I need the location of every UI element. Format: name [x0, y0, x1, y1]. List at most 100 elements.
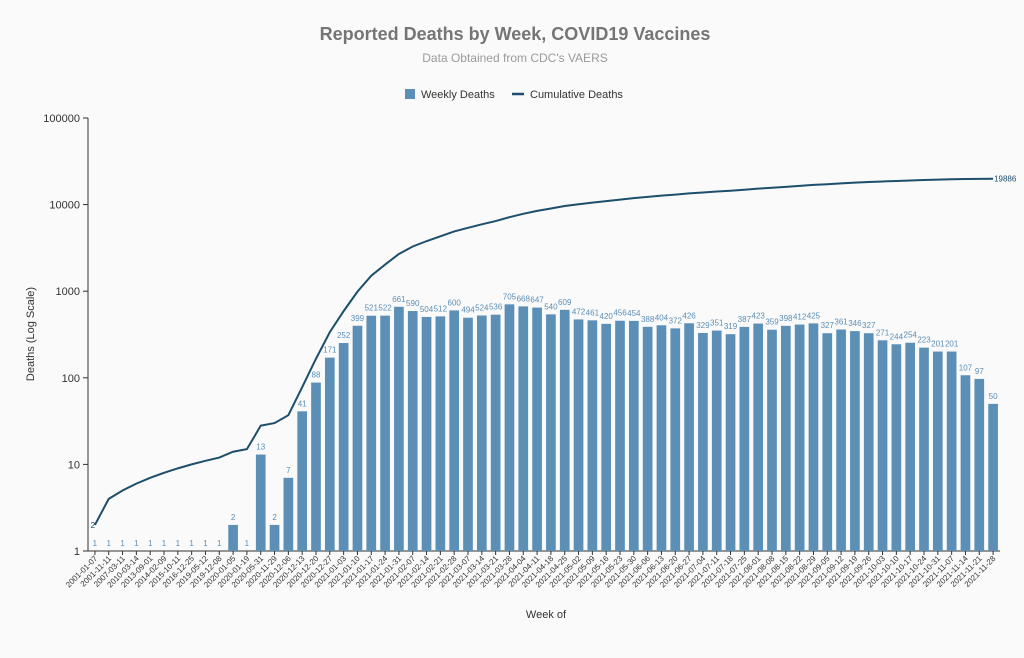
bar-value-label: 426 [682, 311, 696, 320]
bar-value-label: 271 [876, 328, 890, 337]
bar [449, 310, 460, 551]
bar [753, 323, 764, 551]
y-tick-label: 1 [74, 546, 80, 558]
bar [463, 317, 473, 551]
bar-value-label: 388 [641, 315, 655, 324]
bar-value-label: 425 [807, 311, 821, 320]
bar [836, 329, 846, 551]
bar-value-label: 13 [256, 443, 265, 452]
bar-value-label: 522 [378, 304, 392, 313]
bar-value-label: 512 [434, 304, 448, 313]
bar [352, 325, 363, 551]
bar-value-label: 372 [669, 316, 683, 325]
bar-value-label: 461 [586, 308, 600, 317]
bar-value-label: 41 [298, 399, 307, 408]
bar [366, 315, 377, 551]
bar-value-label: 590 [406, 299, 420, 308]
bar [822, 333, 833, 551]
bar [656, 325, 667, 551]
bar-value-label: 7 [286, 466, 291, 475]
bar-value-label: 1 [148, 539, 153, 548]
bar-value-label: 456 [613, 309, 627, 318]
bar-value-label: 359 [765, 318, 779, 327]
bar [794, 324, 805, 551]
bar [283, 477, 294, 551]
bar-value-label: 524 [475, 304, 489, 313]
chart-subtitle: Data Obtained from CDC's VAERS [422, 51, 607, 65]
bar [559, 309, 570, 551]
bar-value-label: 504 [420, 305, 434, 314]
bar-value-label: 472 [572, 307, 586, 316]
bar [698, 333, 708, 551]
bar-value-label: 540 [544, 302, 558, 311]
bar-value-label: 2 [231, 513, 236, 522]
bar-value-label: 404 [655, 313, 669, 322]
bar [739, 326, 750, 551]
bar-value-label: 1 [120, 539, 125, 548]
bar [863, 333, 874, 551]
bar-value-label: 329 [696, 321, 710, 330]
bar [297, 411, 308, 551]
bar [407, 311, 418, 551]
bar-value-label: 1 [245, 539, 250, 548]
bar [780, 325, 791, 551]
bar [338, 343, 349, 551]
bar-value-label: 609 [558, 298, 572, 307]
bar [891, 344, 902, 551]
bar-value-label: 536 [489, 303, 503, 312]
bar-value-label: 1 [217, 539, 222, 548]
bar [380, 315, 390, 551]
y-tick-label: 10000 [49, 200, 80, 212]
bar [311, 382, 321, 551]
bar-value-label: 420 [600, 312, 614, 321]
bar-value-label: 2 [272, 513, 277, 522]
line-value-label: 2 [91, 521, 96, 530]
bar-value-label: 201 [945, 340, 959, 349]
bar [587, 320, 598, 551]
bar [394, 306, 404, 551]
y-tick-label: 100000 [43, 113, 80, 125]
y-tick-label: 100 [62, 373, 80, 385]
bar-value-label: 361 [834, 318, 848, 327]
cumulative-line [94, 177, 994, 526]
bar [988, 403, 998, 551]
bar [850, 331, 860, 551]
bar-value-label: 1 [203, 539, 208, 548]
y-tick-label: 1000 [56, 286, 80, 298]
bar [711, 330, 722, 551]
bar-value-label: 327 [821, 321, 835, 330]
bar [324, 357, 335, 551]
bar [946, 351, 957, 551]
bar-value-label: 423 [752, 312, 766, 321]
bar-value-label: 88 [312, 371, 321, 380]
bar-value-label: 50 [989, 392, 998, 401]
chart-title: Reported Deaths by Week, COVID19 Vaccine… [320, 24, 711, 44]
bar-value-label: 171 [323, 346, 337, 355]
bar [684, 323, 694, 551]
bar [960, 375, 971, 551]
bar-value-label: 399 [351, 314, 365, 323]
bar [670, 328, 681, 551]
bar [476, 315, 487, 551]
legend-label: Cumulative Deaths [530, 89, 623, 101]
bar [974, 378, 985, 551]
bar-value-label: 600 [448, 298, 462, 307]
bar-value-label: 412 [793, 313, 807, 322]
bar-value-label: 223 [917, 336, 931, 345]
bar [808, 323, 819, 551]
bar-value-label: 1 [176, 539, 181, 548]
bar-value-label: 327 [862, 321, 876, 330]
bar [532, 307, 542, 551]
bar-value-label: 346 [848, 319, 862, 328]
bar [628, 320, 639, 551]
y-axis-label: Deaths (Log Scale) [25, 287, 37, 381]
bar [573, 319, 584, 551]
legend-swatch [405, 89, 415, 99]
bar-value-label: 668 [517, 294, 531, 303]
bar [490, 314, 501, 551]
bar [615, 320, 625, 551]
bar-value-label: 1 [134, 539, 139, 548]
bar [919, 347, 929, 551]
bar-value-label: 107 [959, 363, 973, 372]
